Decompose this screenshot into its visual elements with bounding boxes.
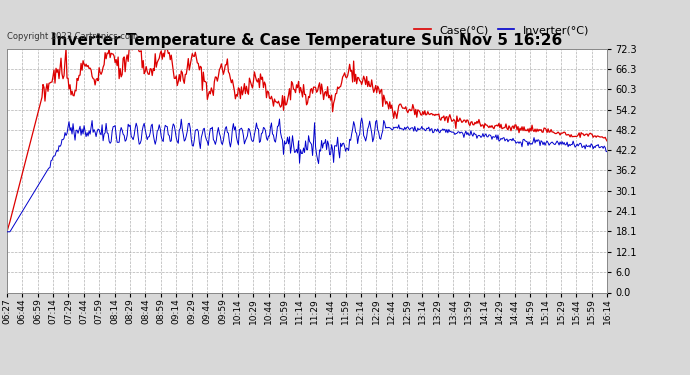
Text: Copyright 2023 Cartronics.com: Copyright 2023 Cartronics.com [7,32,138,41]
Legend: Case(°C), Inverter(°C): Case(°C), Inverter(°C) [414,25,590,35]
Title: Inverter Temperature & Case Temperature Sun Nov 5 16:26: Inverter Temperature & Case Temperature … [52,33,562,48]
